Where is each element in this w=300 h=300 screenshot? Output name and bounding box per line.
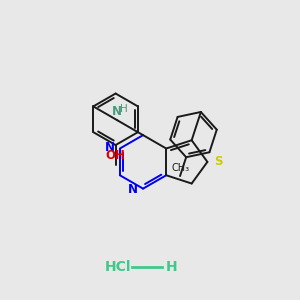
Text: N: N bbox=[105, 141, 115, 154]
Text: N: N bbox=[112, 105, 122, 118]
Text: N: N bbox=[128, 183, 138, 196]
Text: H: H bbox=[120, 104, 128, 114]
Text: OH: OH bbox=[106, 149, 125, 162]
Text: CH₃: CH₃ bbox=[172, 163, 190, 173]
Text: S: S bbox=[214, 155, 223, 168]
Text: HCl: HCl bbox=[105, 260, 131, 274]
Text: H: H bbox=[166, 260, 178, 274]
